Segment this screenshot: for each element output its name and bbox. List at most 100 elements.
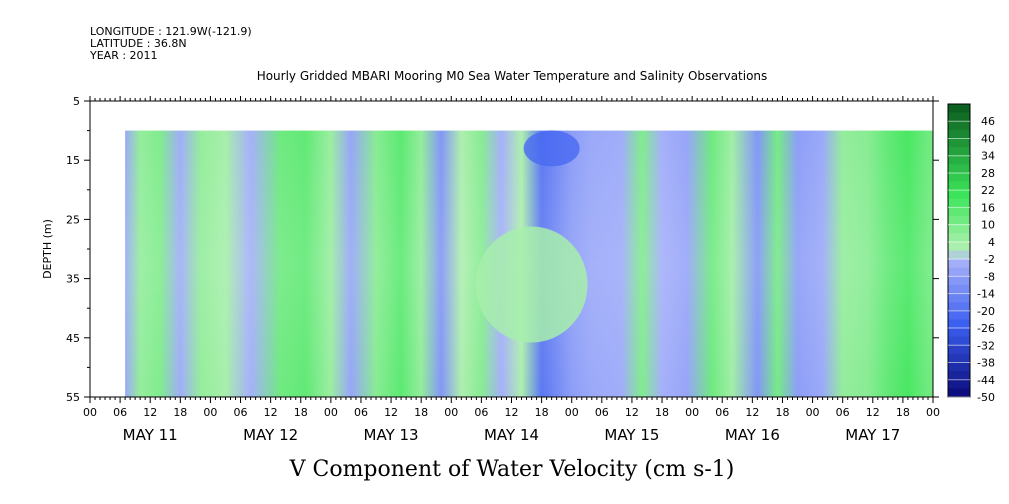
x-hour-label: 12 — [505, 406, 519, 419]
y-tick-label: 15 — [66, 154, 80, 167]
x-hour-label: 00 — [806, 406, 820, 419]
x-hour-label: 18 — [896, 406, 910, 419]
colorbar-segment — [948, 379, 970, 389]
colorbar-segment — [948, 336, 970, 346]
x-day-label: MAY 13 — [364, 426, 419, 444]
colorbar-label: -2 — [984, 253, 995, 266]
colorbar-label: -44 — [977, 374, 995, 387]
x-hour-label: 18 — [655, 406, 669, 419]
colorbar-segment — [948, 172, 970, 183]
colorbar-segment — [948, 241, 970, 251]
colorbar-segment — [948, 224, 970, 234]
colorbar-label: 34 — [981, 150, 995, 163]
colorbar-segment — [948, 147, 970, 157]
colorbar-segment — [948, 121, 970, 131]
x-hour-label: 12 — [143, 406, 157, 419]
colorbar-segment — [948, 267, 970, 277]
x-hour-label: 06 — [234, 406, 248, 419]
x-hour-label: 00 — [83, 406, 97, 419]
colorbar-segment — [948, 310, 970, 320]
colorbar-segment — [948, 259, 970, 269]
colorbar-segment — [948, 138, 970, 148]
colorbar-segment — [948, 207, 970, 217]
colorbar-segment — [948, 104, 970, 114]
colorbar-segment — [948, 250, 970, 260]
colorbar-label: 22 — [981, 184, 995, 197]
x-hour-label: 12 — [745, 406, 759, 419]
colorbar-label: 4 — [988, 236, 995, 249]
x-hour-label: 06 — [474, 406, 488, 419]
colorbar-segment — [948, 353, 970, 364]
heatmap-area — [125, 130, 933, 397]
x-hour-label: 12 — [264, 406, 278, 419]
colorbar-label: -32 — [977, 339, 995, 352]
colorbar-segment — [948, 284, 970, 295]
x-day-label: MAY 17 — [845, 426, 900, 444]
colorbar-label: 10 — [981, 219, 995, 232]
colorbar-label: 28 — [981, 167, 995, 180]
x-day-label: MAY 15 — [604, 426, 659, 444]
heatmap-features — [475, 130, 588, 343]
variable-label: V Component of Water Velocity (cm s-1) — [289, 457, 735, 482]
x-hour-label: 12 — [625, 406, 639, 419]
colorbar-segment — [948, 371, 970, 381]
y-axis: 5 15 25 35 45 55 — [66, 95, 939, 404]
x-hour-label: 06 — [595, 406, 609, 419]
x-day-label: MAY 12 — [243, 426, 298, 444]
chart-title: Hourly Gridded MBARI Mooring M0 Sea Wate… — [257, 69, 768, 83]
y-tick-label: 35 — [66, 273, 80, 286]
longitude-label: LONGITUDE : 121.9W(-121.9) — [90, 25, 252, 38]
x-hour-label: 18 — [414, 406, 428, 419]
x-hour-label: 18 — [535, 406, 549, 419]
colorbar-segment — [948, 198, 970, 208]
colorbar-label: -20 — [977, 305, 995, 318]
colorbar-label: 40 — [981, 132, 995, 145]
x-hour-label: 00 — [324, 406, 338, 419]
colorbar-segment — [948, 129, 970, 139]
colorbar-label: -26 — [977, 322, 995, 335]
colorbar-segment — [948, 216, 970, 226]
x-hour-label: 00 — [565, 406, 579, 419]
colorbar-segment — [948, 388, 970, 398]
year-label: YEAR : 2011 — [89, 49, 158, 62]
colorbar-segment — [948, 345, 970, 355]
colorbar-segment — [948, 164, 970, 174]
y-tick-label: 5 — [73, 95, 80, 108]
x-hour-label: 00 — [685, 406, 699, 419]
y-tick-label: 45 — [66, 332, 80, 345]
heatmap-bulge — [475, 226, 588, 343]
x-hour-label: 06 — [836, 406, 850, 419]
colorbar-segment — [948, 319, 970, 329]
latitude-label: LATITUDE : 36.8N — [90, 37, 187, 50]
colorbar-segment — [948, 233, 970, 243]
x-day-label: MAY 14 — [484, 426, 539, 444]
colorbar-segment — [948, 155, 970, 165]
x-hour-label: 00 — [444, 406, 458, 419]
y-tick-label: 55 — [66, 391, 80, 404]
colorbar-segment — [948, 328, 970, 338]
colorbar-segment — [948, 302, 970, 312]
colorbar-segment — [948, 276, 970, 286]
colorbar-segment — [948, 293, 970, 303]
x-hour-label: 00 — [203, 406, 217, 419]
colorbar-segment — [948, 362, 970, 372]
x-hour-label: 18 — [775, 406, 789, 419]
colorbar-segment — [948, 112, 970, 122]
x-hour-label: 18 — [294, 406, 308, 419]
x-hour-label: 06 — [354, 406, 368, 419]
colorbar-label: -50 — [977, 391, 995, 404]
x-hour-label: 12 — [384, 406, 398, 419]
colorbar-label: -8 — [984, 270, 995, 283]
colorbar-segment — [948, 181, 970, 191]
colorbar-label: -38 — [977, 357, 995, 370]
x-hour-label: 18 — [173, 406, 187, 419]
heatmap-core — [523, 130, 580, 167]
x-hour-label: 12 — [866, 406, 880, 419]
y-tick-label: 25 — [66, 213, 80, 226]
x-hour-label: 06 — [113, 406, 127, 419]
x-hour-label: 00 — [926, 406, 940, 419]
colorbar-segment — [948, 190, 970, 200]
y-axis-label: DEPTH (m) — [41, 219, 54, 279]
colorbar-label: 16 — [981, 201, 995, 214]
